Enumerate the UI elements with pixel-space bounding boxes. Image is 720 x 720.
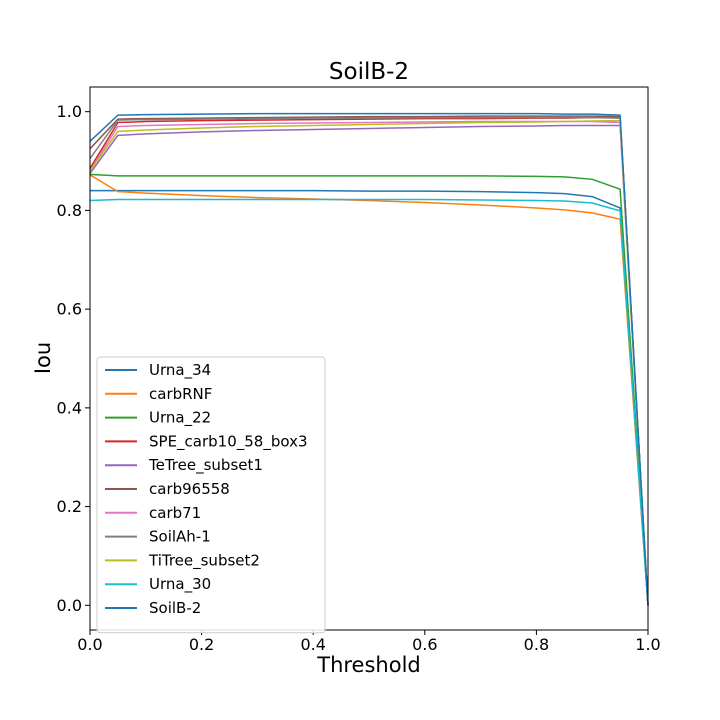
chart-title: SoilB-2 [329,59,409,85]
legend-label-8: TiTree_subset2 [148,551,260,570]
series-line-5 [89,115,649,606]
legend-label-5: carb96558 [149,480,230,498]
y-tick-label: 1.0 [57,102,82,121]
x-tick-label: 0.2 [189,635,214,654]
series-line-9 [89,198,649,606]
legend-label-2: Urna_22 [149,409,211,428]
series-line-2 [89,173,649,606]
series-line-7 [89,116,649,606]
x-tick-label: 1.0 [635,635,660,654]
legend-label-7: SoilAh-1 [149,528,211,546]
legend-label-1: carbRNF [149,385,212,403]
legend-box [96,356,326,634]
series-layer [89,112,649,606]
y-tick-label: 0.2 [57,497,82,516]
x-tick-label: 0.6 [412,635,437,654]
x-tick-label: 0.0 [77,635,102,654]
series-line-10 [89,112,649,606]
legend-label-10: SoilB-2 [149,599,201,617]
x-tick-label: 0.4 [300,635,325,654]
legend-label-6: carb71 [149,504,201,522]
y-tick-label: 0.6 [57,300,82,319]
legend: Urna_34 carbRNF Urna_22 SPE_carb10_58_box3 T… [96,356,326,634]
series-line-1 [89,174,649,606]
x-axis: 0.0 0.2 0.4 0.6 0.8 1.0 [77,630,661,654]
legend-label-3: SPE_carb10_58_box3 [149,432,308,451]
y-tick-label: 0.0 [57,596,82,615]
y-axis: 0.0 0.2 0.4 0.6 0.8 1.0 [57,102,90,615]
legend-label-9: Urna_30 [149,575,211,594]
series-line-0 [90,189,649,606]
series-line-8 [89,119,649,606]
y-axis-title: Iou [31,342,55,374]
y-tick-label: 0.8 [57,201,82,220]
series-line-4 [89,124,649,606]
plot-frame [89,86,649,631]
legend-label-0: Urna_34 [149,361,211,380]
x-tick-label: 0.8 [524,635,549,654]
y-tick-label: 0.4 [57,398,82,417]
legend-label-4: TeTree_subset1 [148,456,263,475]
x-axis-title: Threshold [316,653,421,677]
